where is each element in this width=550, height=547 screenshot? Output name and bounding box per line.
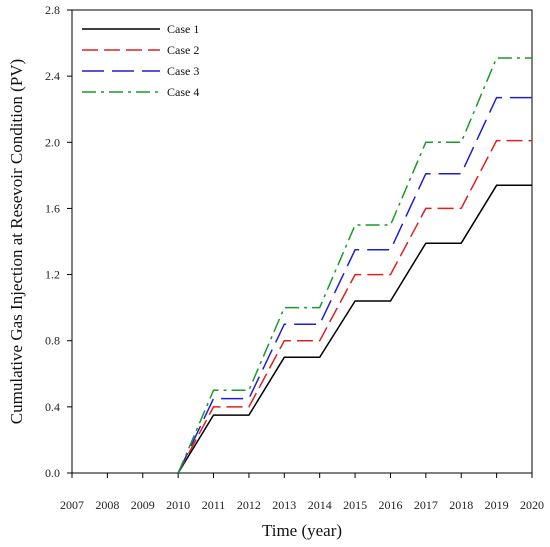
series-line-case-3 — [177, 96, 532, 474]
x-tick-label: 2015 — [343, 498, 367, 512]
y-tick-label: 0.0 — [45, 466, 60, 480]
series-layer — [177, 57, 532, 474]
legend: Case 1 Case 2 Case 3 Case 4 — [82, 22, 199, 99]
y-tick-label: 2.8 — [45, 3, 60, 17]
y-tick-label: 2.0 — [45, 135, 60, 149]
x-tick-label: 2010 — [166, 498, 190, 512]
legend-label-case-4: Case 4 — [167, 85, 199, 99]
x-tick-label: 2011 — [202, 498, 226, 512]
y-tick-label: 0.8 — [45, 334, 60, 348]
plot-area — [71, 9, 533, 474]
x-tick-label: 2020 — [520, 498, 544, 512]
x-tick-label: 2009 — [131, 498, 155, 512]
x-tick-label: 2019 — [485, 498, 509, 512]
x-tick-label: 2014 — [308, 498, 332, 512]
x-tick-label: 2007 — [60, 498, 84, 512]
legend-label-case-2: Case 2 — [167, 43, 199, 57]
series-line-case-1 — [177, 184, 532, 474]
series-line-case-2 — [177, 139, 532, 474]
y-tick-label: 1.2 — [45, 268, 60, 282]
legend-label-case-1: Case 1 — [167, 22, 199, 36]
x-tick-label: 2016 — [378, 498, 402, 512]
y-tick-label: 0.4 — [45, 400, 60, 414]
series-line-case-4 — [177, 57, 532, 474]
axes: 2007 2008 2009 2010 2011 2012 2013 2014 2015 2016… — [45, 3, 544, 512]
x-axis-title: Time (year) — [262, 521, 342, 540]
x-tick-label: 2008 — [95, 498, 119, 512]
x-tick-label: 2018 — [449, 498, 473, 512]
x-tick-label: 2012 — [237, 498, 261, 512]
plot-frame — [71, 9, 533, 474]
x-tick-label: 2017 — [414, 498, 438, 512]
x-tick-label: 2013 — [272, 498, 296, 512]
y-tick-label: 1.6 — [45, 201, 60, 215]
legend-label-case-3: Case 3 — [167, 64, 199, 78]
y-axis-title: Cumulative Gas Injection at Resevoir Con… — [7, 59, 26, 424]
y-tick-label: 2.4 — [45, 69, 60, 83]
